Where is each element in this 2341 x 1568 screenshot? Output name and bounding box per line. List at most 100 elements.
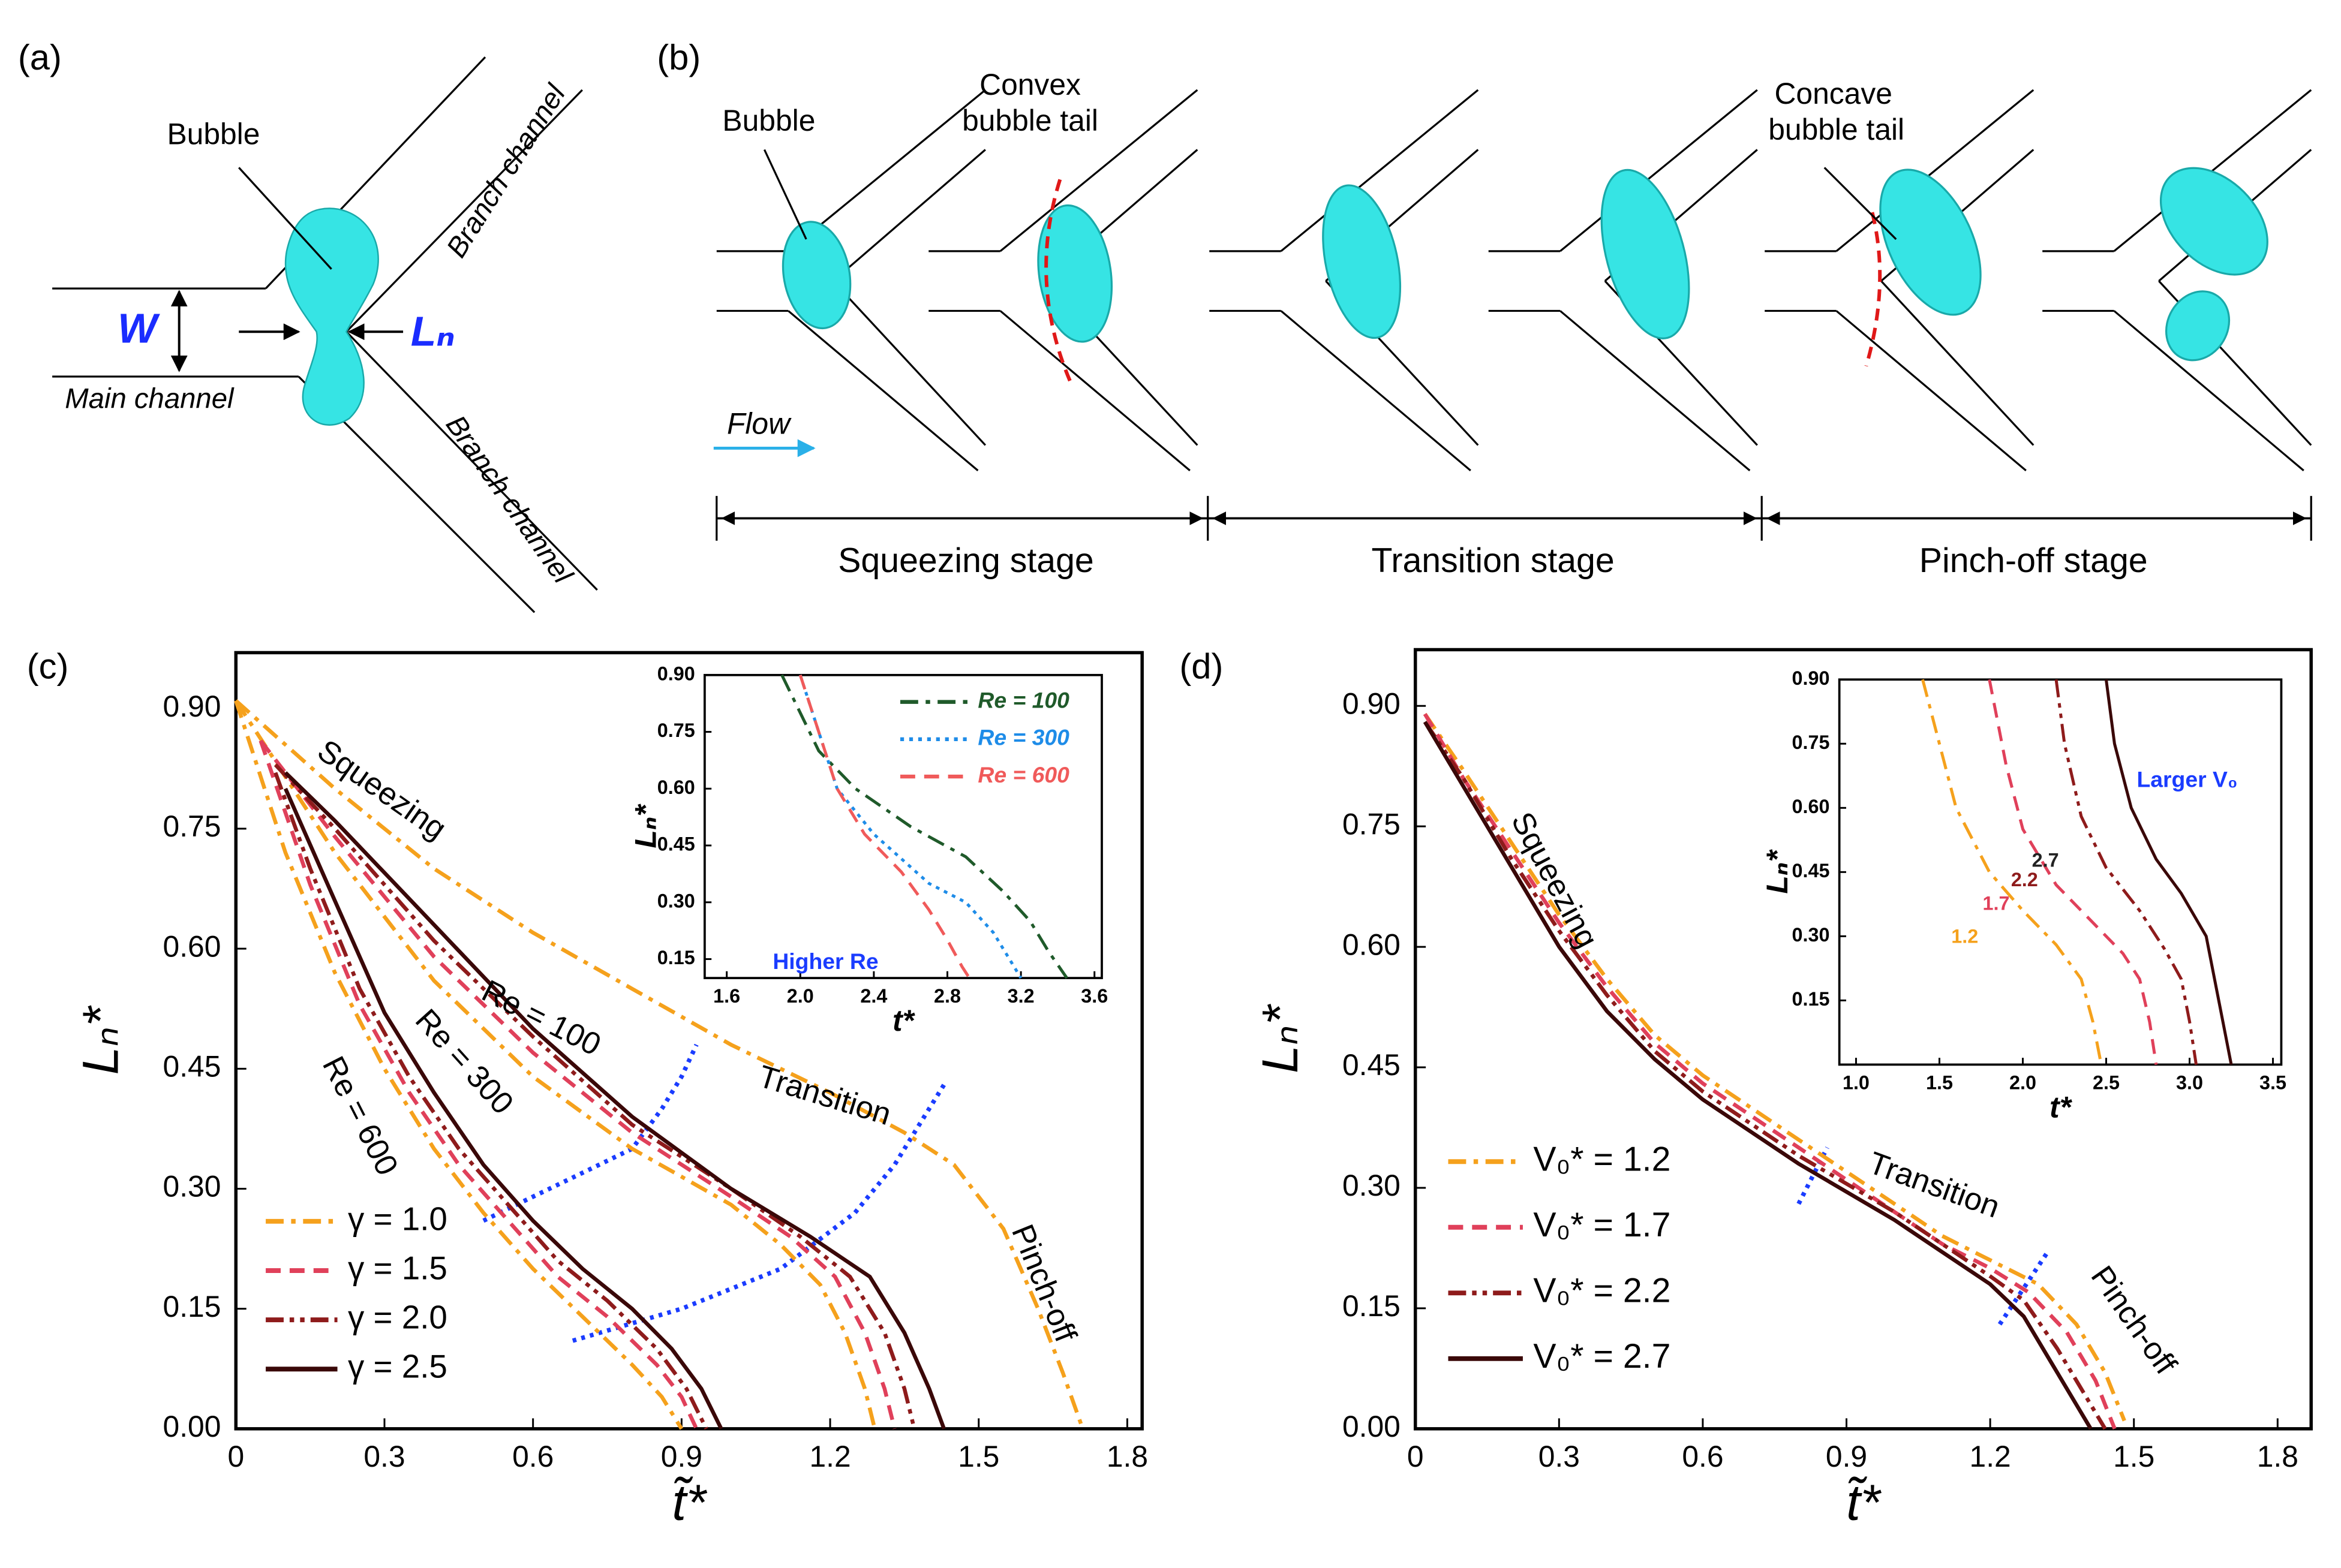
annotation: 1.2 (1951, 925, 1978, 947)
channel-wall (832, 280, 987, 446)
series-line (2104, 679, 2233, 1065)
x-tick-label: 0.9 (1826, 1440, 1867, 1473)
panel-label: (a) (18, 37, 62, 77)
legend-label: V₀* = 1.2 (1533, 1140, 1670, 1178)
series-line (1988, 679, 2158, 1065)
annotation: 2.7 (2032, 849, 2059, 871)
series-line (1921, 679, 2103, 1065)
x-axis-label: t̃* (1846, 1474, 1882, 1531)
y-tick-label: 0.90 (1792, 667, 1830, 689)
stage-label: Pinch-off stage (1919, 541, 2148, 580)
shape (2159, 167, 2268, 276)
series-line (274, 772, 708, 1430)
x-axis-label: t̃* (672, 1474, 708, 1531)
x-tick-label: 0.9 (661, 1440, 702, 1473)
x-tick-label: 1.5 (1926, 1072, 1953, 1093)
x-axis-label: t* (892, 1004, 916, 1037)
series-line (2054, 679, 2198, 1065)
series-line (1423, 713, 2117, 1430)
y-tick-label: 0.75 (657, 720, 695, 741)
x-tick-label: 0.6 (512, 1440, 554, 1473)
shape (345, 331, 598, 591)
y-tick-label: 0.75 (1342, 807, 1401, 841)
x-tick-label: 3.0 (2176, 1072, 2203, 1093)
channel-wall (1559, 89, 1758, 252)
series-line (1423, 721, 2093, 1430)
shape (238, 167, 332, 270)
channel-wall (788, 310, 979, 472)
y-tick-label: 0.15 (163, 1290, 221, 1323)
legend-label: Re = 100 (978, 687, 1069, 712)
channel-wall (2113, 310, 2304, 472)
panel-a: (a) Bubble Branch channel Branch channel… (18, 37, 598, 613)
y-tick-label: 0.90 (163, 690, 221, 723)
label: Branch channel (440, 79, 572, 263)
x-tick-label: 0 (227, 1440, 244, 1473)
label: Main channel (65, 383, 235, 414)
y-tick-label: 0.15 (1792, 988, 1830, 1010)
series-line (1423, 721, 2107, 1430)
label: Convex (979, 68, 1081, 101)
channel-wall (1280, 310, 1471, 472)
y-tick-label: 0.90 (1342, 687, 1401, 720)
shape (782, 221, 852, 330)
x-tick-label: 2.4 (860, 985, 887, 1007)
shape (284, 207, 379, 426)
stage-label: Squeezing stage (838, 541, 1094, 580)
legend-label: V₀* = 1.7 (1533, 1206, 1670, 1244)
legend-label: γ = 1.0 (348, 1200, 447, 1237)
charts: 0 0.3 0.6 0.9 1.2 1.5 1.80.000.150.300.450.600… (27, 646, 2313, 1531)
channel-wall (1835, 310, 2027, 472)
x-tick-label: 1.5 (2113, 1440, 2154, 1473)
plot-frame (1838, 678, 2283, 1066)
channel-wall (1280, 89, 1479, 252)
label: Bubble (722, 104, 815, 137)
y-tick-label: 0.45 (1792, 860, 1830, 881)
guide-line (1997, 1251, 2049, 1326)
label: W (118, 305, 160, 352)
y-axis-label: Lₙ* (72, 1005, 129, 1075)
series-line (274, 763, 916, 1429)
shape (1823, 167, 1897, 240)
shape (345, 89, 583, 333)
guide-line (1796, 1146, 1829, 1205)
panel-label: (b) (657, 37, 701, 77)
label: Flow (727, 407, 792, 440)
y-tick-label: 0.60 (1342, 928, 1401, 961)
channel-wall (1835, 89, 2035, 252)
series-line (235, 699, 1085, 1429)
label: Lₙ (411, 308, 455, 355)
x-tick-label: 2.0 (2009, 1072, 2036, 1093)
shape (763, 149, 807, 240)
chart: 1.0 1.5 2.0 2.5 3.0 3.5 0.15 0.30 0.45 0.60 0.75 0.… (1760, 667, 2286, 1124)
y-tick-label: 0.45 (1342, 1048, 1401, 1082)
y-tick-label: 0.00 (1342, 1410, 1401, 1443)
legend-label: γ = 1.5 (348, 1249, 447, 1286)
shape (1600, 168, 1690, 339)
label: Concave (1774, 77, 1892, 110)
channel-wall (999, 89, 1198, 252)
legend-label: Re = 300 (978, 725, 1069, 750)
y-tick-label: 0.30 (1792, 924, 1830, 946)
channel-frames (716, 89, 2312, 472)
y-tick-label: 0.30 (657, 890, 695, 911)
shape (1044, 179, 1074, 387)
annotation: Higher Re (773, 949, 878, 974)
series-line (798, 675, 971, 979)
series-line (259, 740, 699, 1430)
x-tick-label: 0 (1407, 1440, 1424, 1473)
y-tick-label: 0.75 (163, 809, 221, 843)
y-axis-label: Lₙ* (1760, 849, 1794, 894)
annotation: 2.2 (2011, 869, 2038, 890)
series-line (283, 787, 723, 1430)
y-tick-label: 0.30 (1342, 1169, 1401, 1202)
legend-label: γ = 2.5 (348, 1348, 447, 1385)
series-line (234, 700, 684, 1430)
series-line (284, 771, 946, 1429)
stage-label: Transition stage (1372, 541, 1615, 580)
x-tick-label: 3.5 (2259, 1072, 2286, 1093)
channel-wall (999, 310, 1191, 472)
y-tick-label: 0.45 (163, 1049, 221, 1083)
